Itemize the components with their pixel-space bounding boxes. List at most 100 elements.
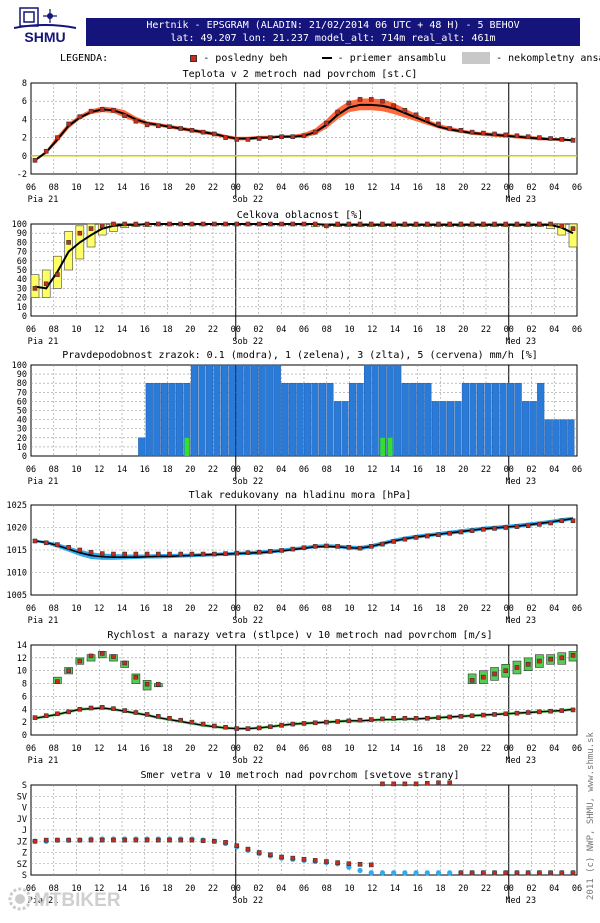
last-run-marker — [178, 837, 184, 843]
last-run-marker — [537, 709, 542, 715]
x-tick-label: 04 — [276, 325, 286, 335]
last-run-marker — [514, 133, 520, 139]
last-run-marker — [492, 526, 497, 531]
y-tick-label: 30 — [17, 425, 27, 435]
precip-prob-bar — [439, 401, 447, 457]
x-tick-label: 22 — [208, 744, 218, 754]
y-tick-label: 12 — [17, 654, 27, 664]
last-run-marker — [458, 870, 464, 876]
y-tick-label: 6 — [22, 97, 27, 107]
logo-text: SHMU — [24, 29, 65, 45]
y-tick-label: JV — [17, 815, 27, 825]
y-tick-label: 8 — [22, 79, 27, 89]
x-tick-label: 04 — [549, 183, 559, 193]
last-run-marker — [234, 221, 240, 227]
precip-prob-bar — [514, 383, 522, 457]
last-run-marker — [503, 711, 509, 717]
y-tick-label: 1020 — [7, 524, 27, 534]
precip-prob-bar — [318, 383, 326, 457]
last-run-marker — [88, 108, 94, 114]
x-tick-label: 20 — [458, 744, 468, 754]
precip-prob-bar — [160, 383, 168, 457]
last-run-marker — [32, 538, 38, 544]
precip-prob-bar — [469, 383, 477, 457]
last-run-marker — [279, 548, 284, 553]
x-tick-label: 22 — [481, 604, 491, 614]
last-run-marker — [122, 837, 127, 843]
x-tick-label: 08 — [322, 604, 332, 614]
last-run-marker — [548, 520, 553, 526]
last-run-marker — [447, 126, 453, 131]
y-tick-label: SZ — [17, 860, 27, 870]
y-tick-label: J — [22, 826, 27, 836]
last-run-marker — [32, 158, 38, 163]
x-tick-label: 08 — [322, 325, 332, 335]
x-tick-label: 14 — [117, 604, 127, 614]
x-tick-label: 10 — [344, 325, 354, 335]
y-tick-label: 100 — [12, 220, 27, 230]
x-tick-label: 06 — [299, 465, 309, 475]
x-tick-label: 04 — [276, 884, 286, 894]
x-tick-label: 08 — [49, 325, 59, 335]
chart-panel-5: Rychlost a narazy vetra (stlpce) v 10 me… — [17, 630, 582, 766]
x-tick-label: 08 — [49, 884, 59, 894]
x-tick-label: 14 — [117, 884, 127, 894]
gust-last-run-marker — [88, 653, 94, 659]
day-label: Pia 21 — [28, 616, 59, 626]
last-run-marker — [77, 547, 83, 553]
last-run-marker — [55, 711, 60, 717]
precip-prob-bar — [446, 401, 454, 457]
last-run-marker — [43, 713, 49, 719]
last-run-marker — [514, 221, 520, 227]
precip-prob-bar — [251, 364, 259, 457]
precip-prob-bar — [499, 383, 507, 457]
precip-prob-bar — [266, 364, 274, 457]
mtbiker-watermark: MTBIKER — [8, 887, 121, 911]
y-tick-label: 60 — [17, 397, 27, 407]
last-run-marker — [368, 862, 374, 868]
x-tick-label: 18 — [435, 884, 445, 894]
precip-prob-bar — [461, 383, 470, 457]
last-run-marker — [312, 720, 318, 726]
y-tick-label: 70 — [17, 248, 27, 258]
x-tick-label: 02 — [253, 744, 263, 754]
x-tick-label: 14 — [390, 325, 400, 335]
last-run-marker — [178, 551, 184, 557]
last-run-marker — [492, 870, 497, 876]
x-tick-label: 06 — [572, 325, 582, 335]
x-tick-label: 08 — [322, 465, 332, 475]
last-run-marker — [368, 544, 374, 549]
y-tick-label: 20 — [17, 294, 27, 304]
x-tick-label: 04 — [549, 884, 559, 894]
x-tick-label: 18 — [435, 604, 445, 614]
last-run-marker — [514, 870, 520, 876]
last-run-marker — [312, 544, 318, 549]
precip-prob-bar — [296, 383, 304, 457]
x-tick-label: 02 — [526, 884, 536, 894]
last-run-marker — [357, 97, 363, 102]
last-run-marker — [234, 137, 240, 142]
last-run-marker — [525, 221, 531, 227]
x-tick-label: 14 — [117, 465, 127, 475]
last-run-marker — [144, 837, 150, 843]
x-tick-label: 12 — [367, 744, 377, 754]
x-tick-label: 04 — [549, 465, 559, 475]
last-run-marker — [301, 721, 307, 726]
x-tick-label: 04 — [276, 465, 286, 475]
x-tick-label: 04 — [276, 744, 286, 754]
last-run-marker — [279, 221, 284, 227]
precip-prob-bar — [424, 383, 432, 457]
x-tick-label: 12 — [94, 465, 104, 475]
header-location: lat: 49.207 lon: 21.237 model_alt: 714m … — [170, 33, 496, 44]
y-tick-label: 2 — [22, 134, 27, 144]
last-run-marker — [155, 221, 161, 227]
last-run-marker — [43, 540, 49, 546]
x-tick-label: 08 — [49, 465, 59, 475]
gust-last-run-marker — [66, 668, 71, 674]
last-run-marker — [492, 712, 497, 717]
last-run-marker — [234, 843, 240, 849]
y-tick-label: 80 — [17, 379, 27, 389]
last-run-marker — [436, 121, 441, 127]
legend-incomplete: - nekompletny ansambel — [496, 53, 600, 64]
last-run-marker — [111, 221, 116, 227]
